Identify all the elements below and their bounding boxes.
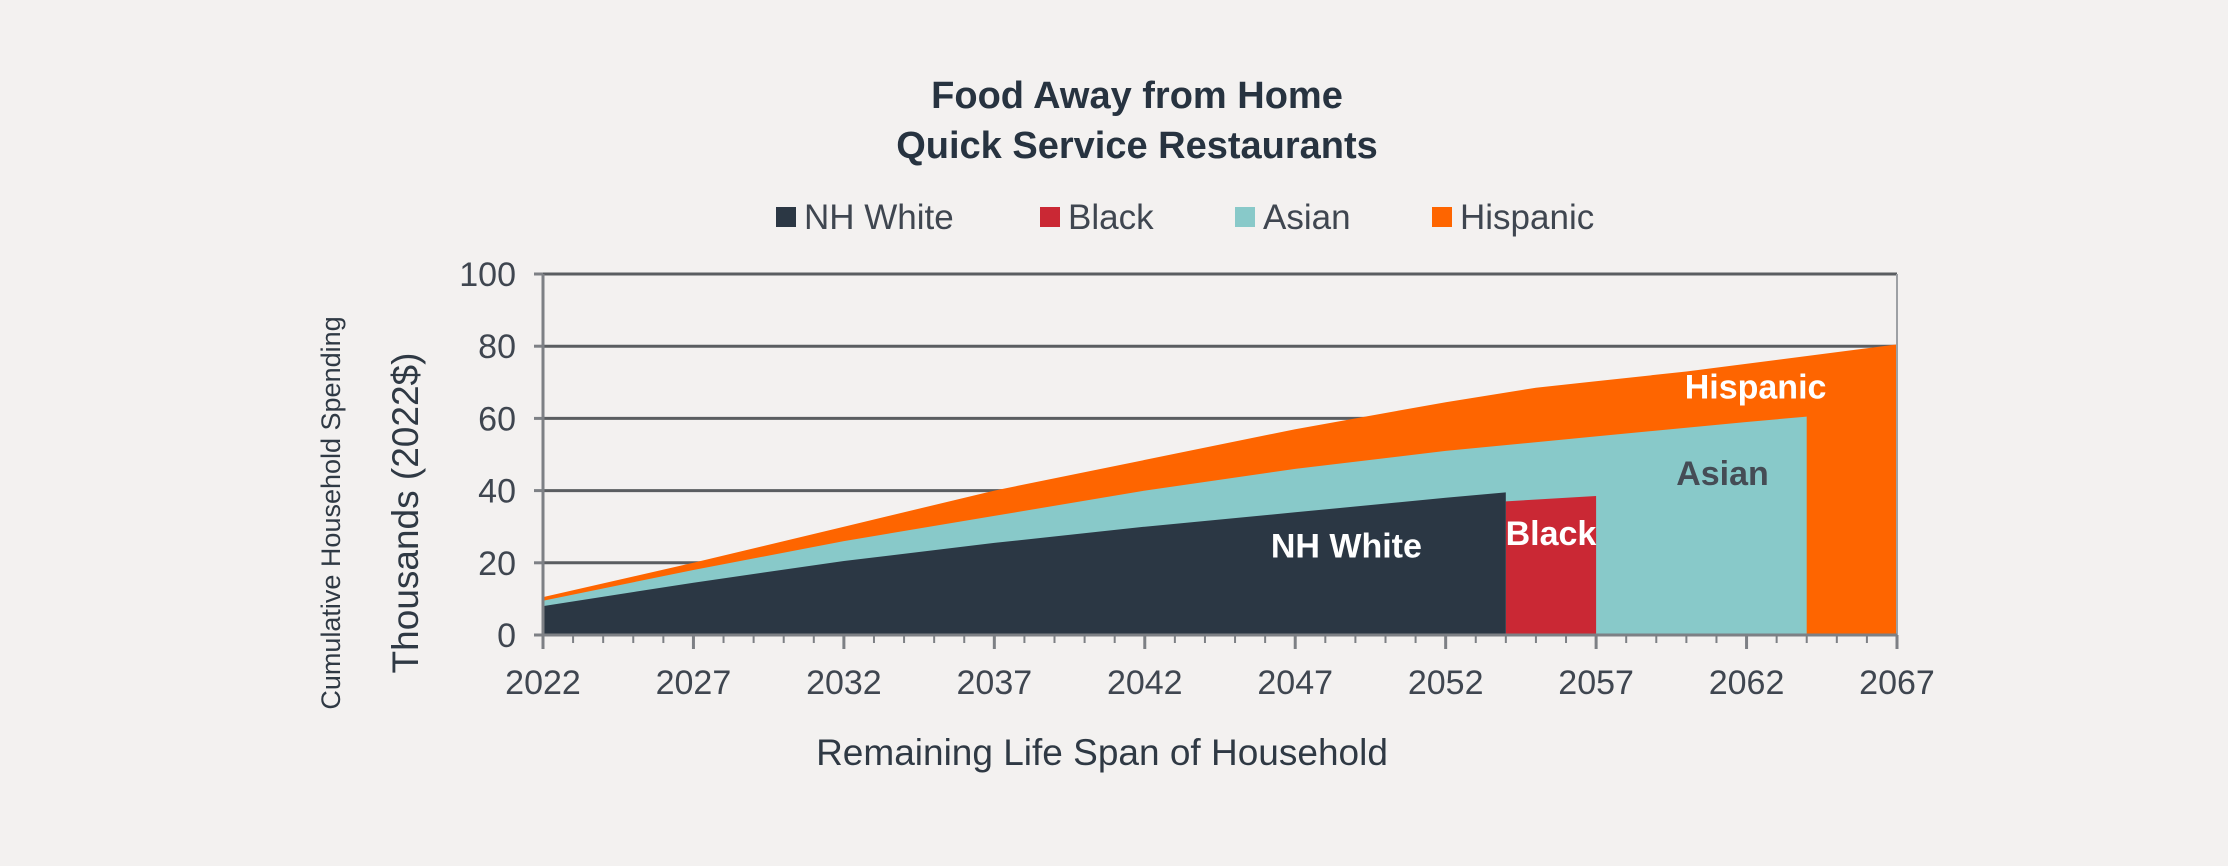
y-tick-label: 0 — [497, 617, 516, 655]
legend-swatch — [1040, 207, 1060, 227]
y-tick-label: 40 — [478, 473, 516, 511]
x-tick-label: 2022 — [505, 664, 581, 702]
x-tick-label: 2057 — [1558, 664, 1634, 702]
axes — [534, 272, 1899, 649]
x-tick-label: 2067 — [1859, 664, 1935, 702]
x-tick-label: 2062 — [1709, 664, 1785, 702]
legend-label: Asian — [1263, 198, 1351, 237]
area-label-black: Black — [1506, 515, 1597, 553]
x-tick-label: 2027 — [656, 664, 732, 702]
area-label-hispanic: Hispanic — [1685, 369, 1827, 407]
y-tick-label: 100 — [459, 256, 516, 294]
tick-labels: 0 20 40 60 80 100 2022 2027 2032 2037 2042 2047 2052… — [459, 256, 1935, 702]
y-tick-label: 20 — [478, 545, 516, 583]
area-series — [543, 344, 1897, 635]
chart-title-line-1: Food Away from Home — [931, 75, 1343, 117]
x-tick-label: 2037 — [957, 664, 1033, 702]
y-tick-label: 60 — [478, 400, 516, 438]
legend-item-nh-white: NH White — [776, 198, 954, 237]
x-tick-label: 2032 — [806, 664, 882, 702]
legend-item-asian: Asian — [1235, 198, 1351, 237]
x-tick-label: 2052 — [1408, 664, 1484, 702]
y-tick-label: 80 — [478, 328, 516, 366]
legend-label: Black — [1068, 198, 1154, 237]
area-nh-white — [543, 492, 1506, 635]
legend-item-hispanic: Hispanic — [1432, 198, 1594, 237]
legend: NH White Black Asian Hispanic — [776, 198, 1594, 237]
area-label-nh-white: NH White — [1271, 527, 1422, 565]
legend-item-black: Black — [1040, 198, 1154, 237]
area-black — [1505, 496, 1597, 635]
legend-label: Hispanic — [1460, 198, 1594, 237]
x-tick-label: 2047 — [1257, 664, 1333, 702]
area-label-asian: Asian — [1676, 455, 1769, 493]
plot-area: 0 20 40 60 80 100 2022 2027 2032 2037 2042 2047 2052… — [459, 256, 1935, 702]
legend-swatch — [1235, 207, 1255, 227]
legend-label: NH White — [804, 198, 954, 237]
legend-swatch — [776, 207, 796, 227]
chart-title-line-2: Quick Service Restaurants — [896, 125, 1378, 167]
y-axis-label-line-1: Cumulative Household Spending — [316, 316, 346, 709]
area-labels: Hispanic Asian Black NH White — [1271, 369, 1827, 566]
x-axis-label: Remaining Life Span of Household — [816, 732, 1388, 773]
y-axis-label-line-2: Thousands (2022$) — [385, 353, 426, 674]
x-tick-label: 2042 — [1107, 664, 1183, 702]
legend-swatch — [1432, 207, 1452, 227]
